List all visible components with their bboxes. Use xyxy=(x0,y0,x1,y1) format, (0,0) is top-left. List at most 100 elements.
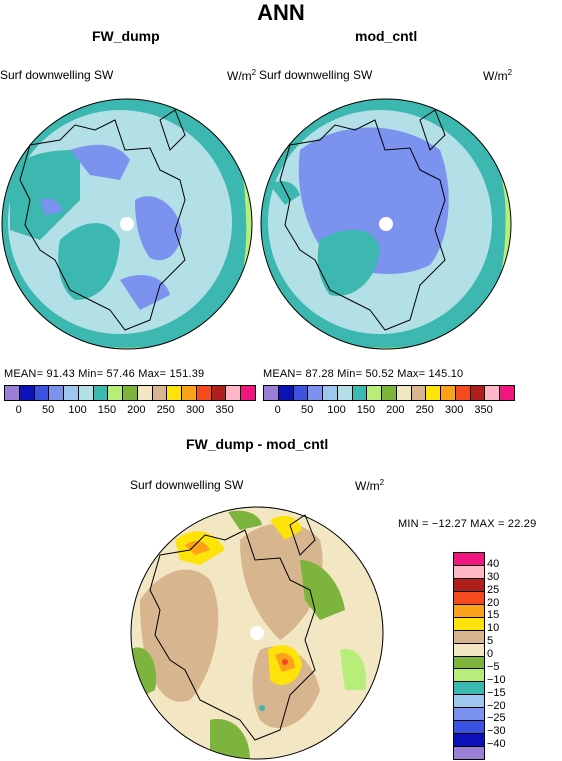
colorbar-swatch xyxy=(182,386,197,400)
colorbar-swatch xyxy=(470,386,486,400)
main-title: ANN xyxy=(257,0,305,25)
colorbar-tick-label: −30 xyxy=(487,725,506,738)
colorbar-tick-label: 0 xyxy=(15,404,22,416)
variable-label-left: Surf downwelling SW xyxy=(0,68,114,82)
colorbar-tick-label: 0 xyxy=(274,404,281,416)
colorbar-tick-label: 30 xyxy=(487,570,500,583)
colorbar-swatch xyxy=(485,386,501,400)
colorbar-swatch xyxy=(64,386,79,400)
colorbar-swatch xyxy=(454,656,484,670)
colorbar-swatch xyxy=(454,695,484,709)
colorbar-tick-label: 50 xyxy=(300,404,314,416)
colorbar-tick-label: 0 xyxy=(487,648,494,660)
colorbar-swatch xyxy=(308,386,324,400)
colorbar-tick-label: −15 xyxy=(487,686,506,699)
colorbar-tick-label: −10 xyxy=(487,673,506,686)
colorbar-tick-label: 200 xyxy=(127,404,146,416)
diff-stats: MIN = −12.27 MAX = 22.29 xyxy=(398,518,537,530)
colorbar-swatch xyxy=(137,386,153,400)
units-label-left: W/m2 xyxy=(227,68,257,83)
colorbar-tick-label: 5 xyxy=(487,635,494,648)
colorbar-tick-label: 100 xyxy=(68,404,87,416)
stats-right: MEAN= 87.28 Min= 50.52 Max= 145.10 xyxy=(263,368,464,380)
variable-label-right: Surf downwelling SW xyxy=(259,68,373,82)
colorbar-swatch xyxy=(454,747,484,759)
colorbar-tick-label: 150 xyxy=(356,404,376,416)
colorbar-swatch xyxy=(323,386,338,400)
stats-left: MEAN= 91.43 Min= 57.46 Max= 151.39 xyxy=(4,368,205,380)
colorbar-swatch xyxy=(278,386,294,400)
diff-units-label: W/m2 xyxy=(355,478,385,493)
colorbar-swatch xyxy=(454,591,484,605)
colorbar-swatch xyxy=(454,604,484,618)
colorbar-swatch xyxy=(367,386,383,400)
colorbar-swatch xyxy=(93,386,109,400)
colorbar-tick-label: 40 xyxy=(487,557,500,570)
colorbar-tick-label: 250 xyxy=(156,404,175,416)
colorbar-swatch xyxy=(454,708,484,722)
colorbar-swatch xyxy=(226,386,242,400)
colorbar-tick-label: 50 xyxy=(41,404,55,416)
colorbar-swatch xyxy=(264,386,279,400)
colorbar-swatch xyxy=(454,565,484,579)
colorbar-swatch xyxy=(352,386,368,400)
colorbar-swatch xyxy=(426,386,442,400)
colorbar-swatch xyxy=(454,669,484,683)
colorbar-swatch xyxy=(211,386,227,400)
colorbar-tick-label: 300 xyxy=(185,404,205,416)
colorbar-tick-label: 15 xyxy=(487,609,500,622)
colorbar-tick-label: −40 xyxy=(487,738,506,751)
colorbar-swatch xyxy=(337,386,353,400)
colorbar-tick-label: 250 xyxy=(415,404,434,416)
colorbar-tick-label: −5 xyxy=(487,660,500,673)
colorbar-swatch xyxy=(19,386,35,400)
colorbar-swatch xyxy=(123,386,138,400)
colorbar-swatch xyxy=(78,386,94,400)
colorbar-swatch xyxy=(241,386,256,400)
colorbar-tick-label: 100 xyxy=(327,404,346,416)
colorbar-swatch xyxy=(34,386,50,400)
colorbar-tick-label: −25 xyxy=(487,712,506,725)
colorbar-tick-label: 300 xyxy=(444,404,464,416)
colorbar-swatch xyxy=(441,386,456,400)
colorbar-swatch xyxy=(454,617,484,631)
colorbar-swatch xyxy=(196,386,212,400)
diff-panel-title: FW_dump - mod_cntl xyxy=(186,436,329,452)
colorbar-tick-label: 150 xyxy=(97,404,117,416)
colorbar-tick-label: 10 xyxy=(487,622,500,635)
colorbar-swatch xyxy=(167,386,183,400)
colorbar-left xyxy=(4,385,256,401)
colorbar-swatch xyxy=(454,553,484,566)
colorbar-tick-label: 350 xyxy=(474,404,493,416)
colorbar-swatch xyxy=(293,386,309,400)
colorbar-diff xyxy=(453,552,485,760)
colorbar-swatch xyxy=(152,386,168,400)
colorbar-swatch xyxy=(455,386,471,400)
colorbar-swatch xyxy=(108,386,124,400)
colorbar-tick-label: −20 xyxy=(487,699,506,712)
colorbar-swatch xyxy=(382,386,397,400)
colorbar-swatch xyxy=(454,734,484,748)
colorbar-swatch xyxy=(454,682,484,696)
colorbar-swatch xyxy=(454,630,484,644)
colorbar-tick-label: 200 xyxy=(386,404,405,416)
colorbar-swatch xyxy=(454,578,484,592)
colorbar-swatch xyxy=(49,386,65,400)
units-label-right: W/m2 xyxy=(483,68,513,83)
colorbar-tick-label: 25 xyxy=(487,583,500,596)
colorbar-right xyxy=(263,385,515,401)
colorbar-swatch xyxy=(396,386,412,400)
colorbar-swatch xyxy=(454,643,484,657)
colorbar-swatch xyxy=(411,386,427,400)
panel-title-right: mod_cntl xyxy=(355,28,418,44)
colorbar-tick-label: 350 xyxy=(215,404,234,416)
panel-title-left: FW_dump xyxy=(92,28,160,44)
colorbar-swatch xyxy=(5,386,20,400)
colorbar-swatch xyxy=(500,386,515,400)
colorbar-tick-label: 20 xyxy=(487,596,500,609)
colorbar-swatch xyxy=(454,721,484,735)
diff-variable-label: Surf downwelling SW xyxy=(130,478,244,492)
